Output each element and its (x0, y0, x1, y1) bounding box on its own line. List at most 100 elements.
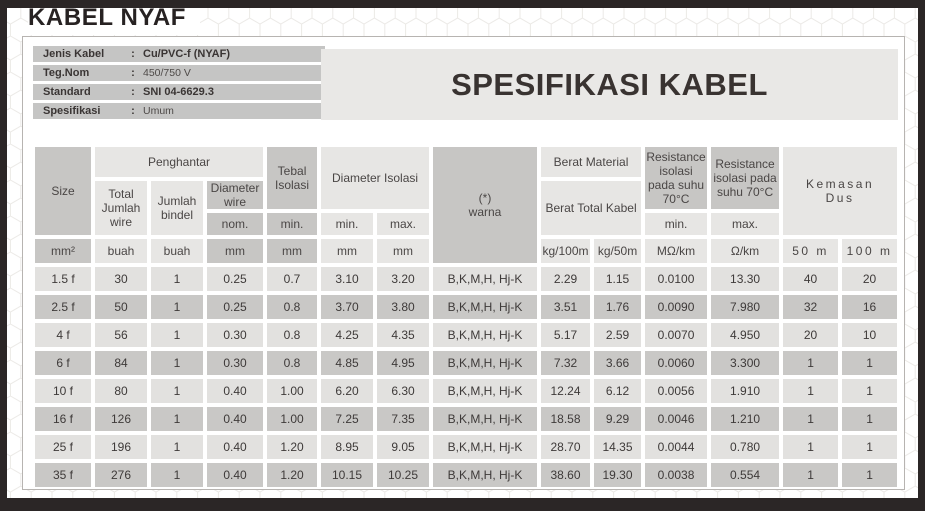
col-header-warna: (*) warna (433, 147, 538, 264)
table-row: 35 f 276 1 0.40 1.20 10.15 10.25 B,K,M,H, Hj-K 3… (35, 463, 898, 488)
cell-tebal-isolasi-min: 1.20 (267, 463, 318, 488)
cell-tebal-isolasi-min: 0.8 (267, 295, 318, 320)
cell-resistance-min-mohm-km: 0.0100 (645, 267, 708, 292)
cell-diameter-wire-nom: 0.40 (207, 435, 264, 460)
cell-diameter-wire-nom: 0.40 (207, 407, 264, 432)
cell-berat-kg-50m: 9.29 (594, 407, 642, 432)
unit-100m: 100 m (842, 239, 898, 264)
unit-mm: mm (377, 239, 430, 264)
cell-diameter-isolasi-min: 7.25 (321, 407, 374, 432)
cell-size: 16 f (35, 407, 91, 432)
cell-diameter-wire-nom: 0.25 (207, 267, 264, 292)
cell-jumlah-bindel: 1 (151, 379, 203, 404)
cell-resistance-min-mohm-km: 0.0090 (645, 295, 708, 320)
cell-size: 2.5 f (35, 295, 91, 320)
info-label: Standard (43, 86, 91, 98)
cell-resistance-max-ohm-km: 0.780 (711, 435, 780, 460)
info-value: Cu/PVC-f (NYAF) (143, 48, 230, 60)
cell-kemasan-50m: 1 (783, 407, 839, 432)
cell-diameter-isolasi-max: 6.30 (377, 379, 430, 404)
cell-berat-kg-50m: 6.12 (594, 379, 642, 404)
spec-banner: SPESIFIKASI KABEL (321, 49, 898, 120)
cell-diameter-wire-nom: 0.25 (207, 295, 264, 320)
page-title: KABEL NYAF (28, 1, 201, 35)
cell-diameter-isolasi-max: 3.20 (377, 267, 430, 292)
unit-ohm-km: Ω/km (711, 239, 780, 264)
col-header-tebal-isolasi: Tebal Isolasi (267, 147, 318, 210)
info-row-standard: Standard : SNI 04-6629.3 (33, 84, 325, 100)
cell-resistance-min-mohm-km: 0.0038 (645, 463, 708, 488)
cell-diameter-isolasi-min: 3.10 (321, 267, 374, 292)
cell-kemasan-50m: 1 (783, 463, 839, 488)
cell-diameter-wire-nom: 0.40 (207, 379, 264, 404)
col-header-diameter-wire: Diameter wire (207, 181, 264, 210)
cell-warna: B,K,M,H, Hj-K (433, 435, 538, 460)
col-header-resistance-max: Resistance isolasi pada suhu 70°C (711, 147, 780, 210)
cell-diameter-isolasi-max: 9.05 (377, 435, 430, 460)
cell-resistance-max-ohm-km: 1.910 (711, 379, 780, 404)
info-separator: : (131, 105, 135, 117)
warna-label: warna (468, 205, 502, 220)
cell-kemasan-100m: 1 (842, 463, 898, 488)
col-group-penghantar: Penghantar (95, 147, 264, 177)
cell-diameter-isolasi-min: 8.95 (321, 435, 374, 460)
cell-total-jumlah-wire: 126 (95, 407, 147, 432)
unit-mm: mm (321, 239, 374, 264)
cell-tebal-isolasi-min: 1.00 (267, 379, 318, 404)
cell-kemasan-50m: 1 (783, 379, 839, 404)
cell-size: 10 f (35, 379, 91, 404)
cell-warna: B,K,M,H, Hj-K (433, 295, 538, 320)
col-header-size: Size (35, 147, 91, 236)
cell-berat-kg-50m: 2.59 (594, 323, 642, 348)
cell-kemasan-100m: 1 (842, 379, 898, 404)
cell-resistance-min-mohm-km: 0.0056 (645, 379, 708, 404)
cell-size: 4 f (35, 323, 91, 348)
content-panel: Jenis Kabel : Cu/PVC-f (NYAF) Teg.Nom : … (22, 36, 905, 490)
cell-diameter-isolasi-min: 6.20 (321, 379, 374, 404)
unit-mm: mm (267, 239, 318, 264)
cell-diameter-isolasi-min: 3.70 (321, 295, 374, 320)
cell-berat-kg-100m: 3.51 (541, 295, 591, 320)
cell-diameter-isolasi-min: 4.85 (321, 351, 374, 376)
cell-resistance-max-ohm-km: 13.30 (711, 267, 780, 292)
cell-kemasan-50m: 32 (783, 295, 839, 320)
col-header-resistance-min: Resistance isolasi pada suhu 70°C (645, 147, 708, 210)
subheader-diameter-min: min. (321, 213, 374, 236)
col-header-jumlah-bindel: Jumlah bindel (151, 181, 203, 236)
subheader-diameter-max: max. (377, 213, 430, 236)
unit-mohm-km: MΩ/km (645, 239, 708, 264)
subheader-resistance-max: max. (711, 213, 780, 236)
cell-size: 6 f (35, 351, 91, 376)
cell-diameter-isolasi-max: 3.80 (377, 295, 430, 320)
info-label: Teg.Nom (43, 67, 90, 79)
cell-diameter-isolasi-max: 4.35 (377, 323, 430, 348)
subheader-tebal-min: min. (267, 213, 318, 236)
table-row: 6 f 84 1 0.30 0.8 4.85 4.95 B,K,M,H, Hj-K 7.32 3.… (35, 351, 898, 376)
cell-resistance-max-ohm-km: 0.554 (711, 463, 780, 488)
cell-warna: B,K,M,H, Hj-K (433, 463, 538, 488)
cell-resistance-min-mohm-km: 0.0046 (645, 407, 708, 432)
table-body: 1.5 f 30 1 0.25 0.7 3.10 3.20 B,K,M,H, Hj-K 2.29… (35, 267, 898, 488)
info-row-jenis-kabel: Jenis Kabel : Cu/PVC-f (NYAF) (33, 46, 325, 62)
cell-diameter-wire-nom: 0.30 (207, 351, 264, 376)
unit-size-mm2: mm² (35, 239, 91, 264)
col-group-berat-material: Berat Material (541, 147, 642, 177)
spec-banner-title: SPESIFIKASI KABEL (451, 66, 768, 102)
cell-total-jumlah-wire: 276 (95, 463, 147, 488)
cell-total-jumlah-wire: 84 (95, 351, 147, 376)
cell-kemasan-100m: 20 (842, 267, 898, 292)
table-row: 2.5 f 50 1 0.25 0.8 3.70 3.80 B,K,M,H, Hj-K 3.51… (35, 295, 898, 320)
cell-kemasan-50m: 1 (783, 435, 839, 460)
cell-diameter-isolasi-min: 4.25 (321, 323, 374, 348)
cell-tebal-isolasi-min: 1.20 (267, 435, 318, 460)
col-header-berat-total-kabel: Berat Total Kabel (541, 181, 642, 236)
cell-warna: B,K,M,H, Hj-K (433, 407, 538, 432)
subheader-nom: nom. (207, 213, 264, 236)
cell-resistance-max-ohm-km: 1.210 (711, 407, 780, 432)
table-row: 25 f 196 1 0.40 1.20 8.95 9.05 B,K,M,H, Hj-K 28.… (35, 435, 898, 460)
cell-total-jumlah-wire: 50 (95, 295, 147, 320)
cell-berat-kg-50m: 1.76 (594, 295, 642, 320)
cell-jumlah-bindel: 1 (151, 407, 203, 432)
cell-jumlah-bindel: 1 (151, 351, 203, 376)
